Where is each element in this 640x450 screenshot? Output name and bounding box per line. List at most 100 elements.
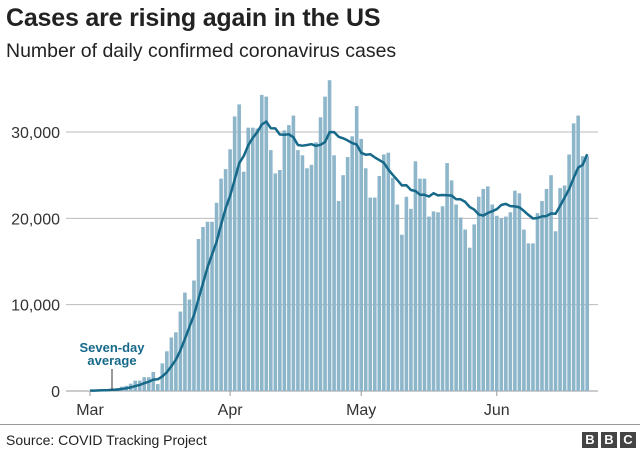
- annotation-label: Seven-day: [79, 340, 145, 355]
- bar: [368, 197, 373, 391]
- bar: [318, 117, 323, 391]
- x-tick-label: Mar: [76, 402, 104, 419]
- bar: [485, 186, 490, 391]
- x-tick-label: Apr: [218, 402, 244, 419]
- bar: [291, 115, 296, 391]
- y-tick-label: 0: [51, 384, 60, 401]
- bar: [314, 142, 318, 391]
- x-tick-label: May: [346, 402, 376, 419]
- bar: [517, 193, 522, 391]
- footer-divider: [0, 424, 640, 425]
- x-tick-label: Jun: [484, 402, 510, 419]
- bar: [201, 226, 205, 391]
- bar: [354, 106, 359, 391]
- bar: [580, 156, 585, 391]
- bar: [427, 216, 431, 391]
- bar: [305, 168, 309, 391]
- bar: [341, 175, 345, 391]
- bar: [409, 208, 413, 391]
- bar: [241, 171, 246, 391]
- bar: [237, 104, 241, 391]
- y-tick-label: 10,000: [11, 298, 60, 315]
- bar: [359, 138, 363, 391]
- bar: [391, 177, 395, 391]
- bar: [544, 188, 549, 391]
- bar: [508, 212, 513, 391]
- bar: [440, 206, 445, 391]
- bar: [495, 215, 499, 391]
- bbc-logo-block: B: [582, 432, 598, 448]
- bar: [219, 178, 223, 391]
- bar: [205, 221, 210, 391]
- bar: [540, 201, 544, 391]
- bar-chart: 0 10,000 20,000 30,000 Mar Apr May Jun Seven-day…: [11, 80, 598, 419]
- bar: [526, 243, 531, 391]
- bar: [196, 239, 201, 391]
- bar: [576, 115, 580, 391]
- chart-title: Cases are rising again in the US: [6, 4, 381, 32]
- bar: [156, 384, 160, 391]
- bar: [531, 243, 535, 391]
- source-note: Source: COVID Tracking Project: [6, 432, 207, 448]
- y-tick-label: 20,000: [11, 211, 60, 228]
- bar: [567, 154, 571, 391]
- bar: [395, 204, 400, 391]
- bar: [214, 202, 219, 391]
- bar: [232, 116, 237, 392]
- bar: [422, 178, 427, 391]
- bar: [436, 212, 440, 391]
- bar: [363, 168, 368, 391]
- annotation-label: average: [87, 353, 136, 368]
- bar: [386, 152, 391, 391]
- bar: [553, 231, 558, 391]
- bar: [513, 190, 517, 391]
- bar: [413, 161, 418, 391]
- bar: [287, 125, 291, 392]
- bar: [382, 154, 386, 391]
- bar: [463, 229, 467, 391]
- bar: [549, 175, 553, 391]
- bar: [296, 150, 300, 391]
- bar: [282, 130, 287, 392]
- bar: [490, 204, 495, 391]
- bar: [418, 178, 422, 391]
- bar: [585, 156, 589, 391]
- bar: [323, 96, 327, 391]
- bar: [467, 247, 472, 391]
- bar: [350, 136, 354, 391]
- bar: [445, 163, 449, 391]
- bar: [476, 196, 481, 391]
- chart-subtitle: Number of daily confirmed coronavirus ca…: [6, 40, 397, 62]
- bar: [273, 173, 278, 391]
- bar: [535, 213, 540, 391]
- bar: [336, 201, 341, 391]
- bar: [377, 176, 382, 391]
- bar: [558, 188, 562, 391]
- bar: [246, 127, 250, 391]
- bar: [146, 377, 151, 391]
- bar: [522, 229, 526, 391]
- bar: [151, 372, 156, 391]
- bar: [400, 234, 404, 391]
- bar: [499, 218, 504, 391]
- bar: [472, 224, 476, 391]
- bar: [259, 94, 264, 392]
- bar: [269, 150, 273, 391]
- bar: [300, 155, 305, 391]
- bar: [309, 164, 314, 391]
- bar: [571, 123, 576, 391]
- bar: [345, 157, 350, 391]
- bar: [404, 196, 409, 391]
- bar: [210, 221, 214, 391]
- bbc-logo-block: C: [620, 432, 636, 448]
- bar: [264, 96, 269, 391]
- bar: [372, 197, 377, 391]
- bbc-logo: B B C: [582, 432, 636, 448]
- bar: [504, 216, 508, 391]
- bar: [332, 155, 336, 391]
- bar: [250, 127, 255, 391]
- bar: [449, 180, 454, 391]
- bbc-logo-block: B: [601, 432, 617, 448]
- bar: [431, 211, 436, 391]
- bar: [327, 80, 332, 391]
